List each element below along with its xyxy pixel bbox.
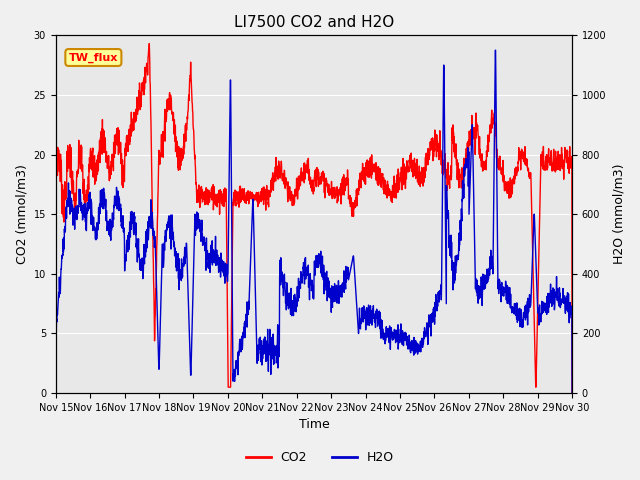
- Y-axis label: H2O (mmol/m3): H2O (mmol/m3): [612, 164, 625, 264]
- Text: TW_flux: TW_flux: [68, 52, 118, 63]
- Legend: CO2, H2O: CO2, H2O: [241, 446, 399, 469]
- Y-axis label: CO2 (mmol/m3): CO2 (mmol/m3): [15, 164, 28, 264]
- Title: LI7500 CO2 and H2O: LI7500 CO2 and H2O: [234, 15, 394, 30]
- X-axis label: Time: Time: [299, 419, 330, 432]
